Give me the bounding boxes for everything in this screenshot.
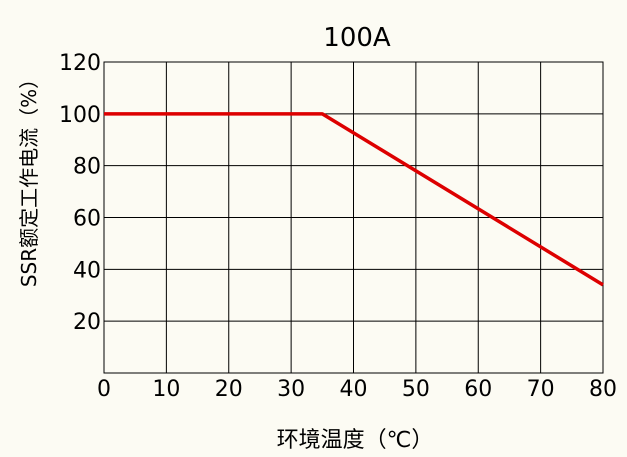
y-tick-label: 40 (73, 258, 101, 283)
chart-title: 100A (323, 23, 391, 53)
y-tick-label: 60 (73, 207, 101, 232)
x-tick-label: 60 (464, 377, 492, 402)
y-tick-label: 20 (73, 310, 101, 335)
y-axis-label: SSR额定工作电流（%） (17, 69, 41, 287)
x-tick-label: 70 (527, 377, 555, 402)
series-line (104, 112, 604, 287)
x-tick-label: 30 (277, 377, 305, 402)
tick-labels: 0 10 20 30 40 50 60 70 80 20 40 60 80 100 120 (59, 51, 617, 402)
y-tick-label: 100 (59, 103, 101, 128)
x-tick-label: 80 (589, 377, 617, 402)
x-tick-label: 40 (340, 377, 368, 402)
y-tick-label: 120 (59, 51, 101, 76)
y-tick-label: 80 (73, 155, 101, 180)
x-tick-label: 50 (402, 377, 430, 402)
plot-frame (103, 61, 604, 374)
x-tick-label: 20 (215, 377, 243, 402)
x-tick-label: 10 (152, 377, 180, 402)
x-axis-label: 环境温度（℃） (277, 428, 434, 453)
x-tick-label: 0 (97, 377, 111, 402)
series-layer (104, 112, 604, 287)
